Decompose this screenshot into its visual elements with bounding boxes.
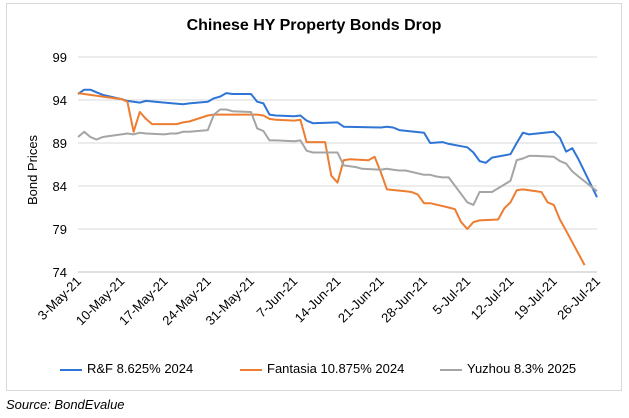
legend-swatch [440,368,462,371]
y-tick-label: 84 [53,179,67,194]
series-line-2 [77,92,586,266]
legend-label: Yuzhou 8.3% 2025 [467,361,577,376]
y-tick-label: 74 [53,265,67,280]
x-tick-label: 12-Jul-21 [468,274,517,323]
gridlines [78,56,597,273]
legend-swatch [240,368,262,371]
chart-title: Chinese HY Property Bonds Drop [186,17,442,34]
x-tick-label: 21-Jun-21 [335,274,387,326]
legend-label: R&F 8.625% 2024 [87,361,194,376]
x-tick-label: 14-Jun-21 [292,274,344,326]
x-tick-label: 28-Jun-21 [378,274,430,326]
series-lines [77,88,598,266]
legend-item-1: R&F 8.625% 2024 [60,361,193,376]
legend-item-2: Fantasia 10.875% 2024 [240,361,404,376]
x-tick-label: 19-Jul-21 [511,274,560,323]
source-note: Source: BondEvalue [6,397,125,412]
x-tick-label: 26-Jul-21 [554,274,603,323]
y-axis-label: Bond Prices [25,134,40,205]
legend-label: Fantasia 10.875% 2024 [267,361,405,376]
x-tick-labels: 3-May-2110-May-2117-May-2124-May-2131-Ma… [35,274,603,329]
y-tick-labels: 74 79 84 89 94 99 [53,50,67,280]
legend-swatch [60,368,82,371]
y-tick-label: 94 [53,93,67,108]
series-line-1 [77,88,598,198]
y-tick-label: 79 [53,222,67,237]
chart-frame [6,3,622,391]
x-tick-label: 5-Jul-21 [430,274,474,318]
series-line-3 [77,108,598,206]
y-tick-label: 99 [53,50,67,65]
legend-item-3: Yuzhou 8.3% 2025 [440,361,576,376]
y-tick-label: 89 [53,136,67,151]
